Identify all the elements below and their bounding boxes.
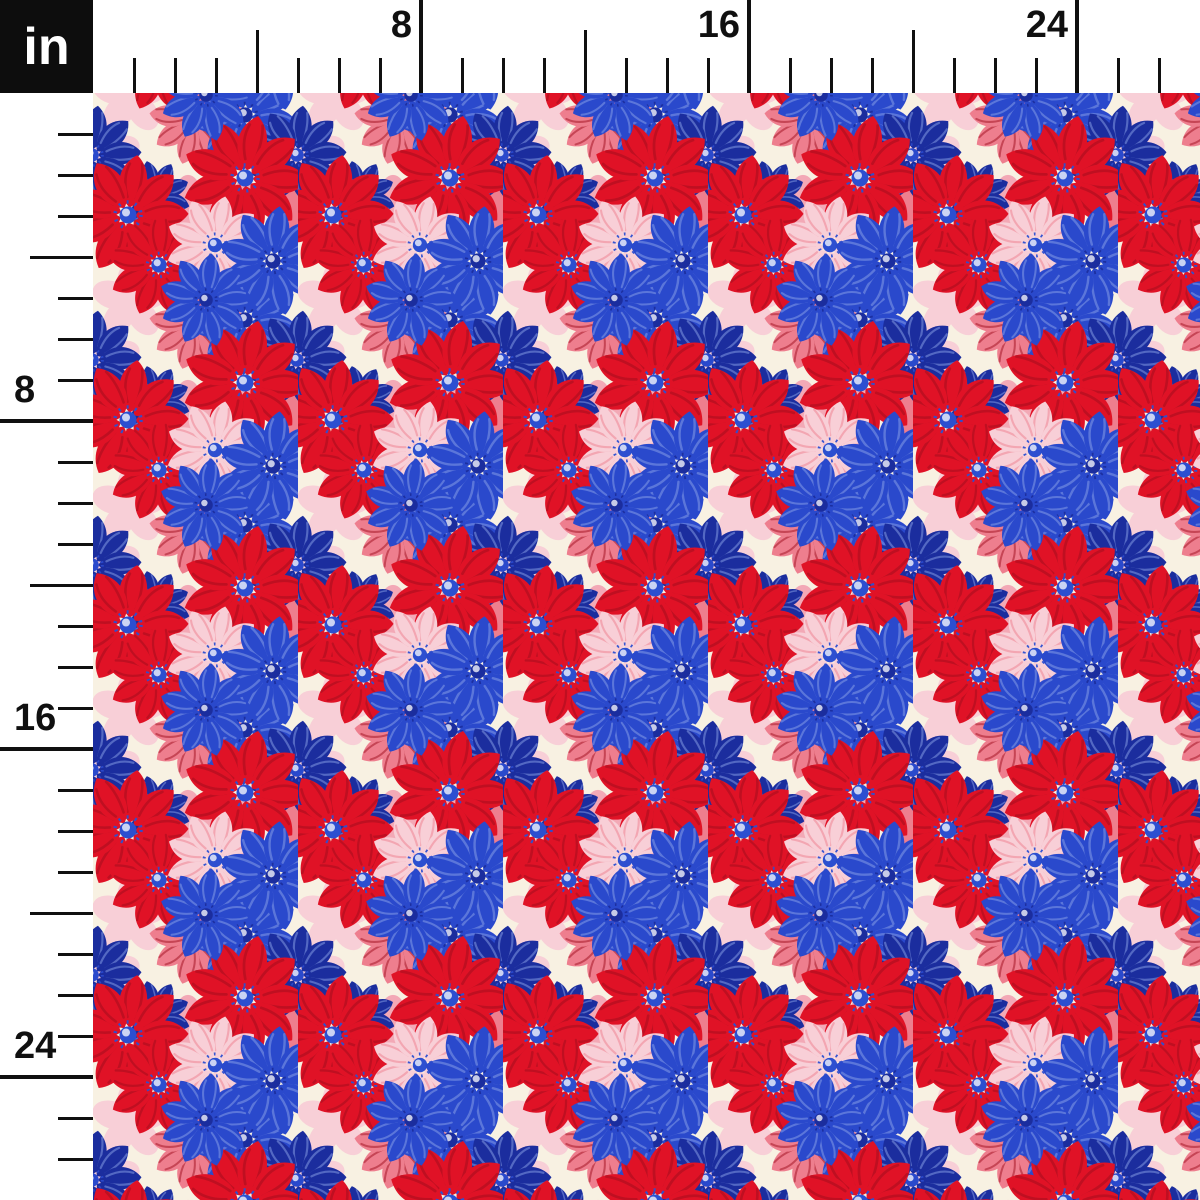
ruler-tick-top-7in bbox=[378, 58, 382, 93]
ruler-tick-top-26in bbox=[1157, 58, 1161, 93]
ruler-tick-top-22in bbox=[993, 58, 997, 93]
ruler-label-left-8: 8 bbox=[14, 369, 36, 411]
ruler-tick-left-6in bbox=[58, 337, 93, 341]
ruler-tick-top-12in bbox=[583, 30, 587, 93]
ruler-tick-top-5in bbox=[296, 58, 300, 93]
ruler-tick-left-24in bbox=[0, 1075, 93, 1079]
ruler-tick-top-14in bbox=[665, 58, 669, 93]
ruler-tick-top-17in bbox=[788, 58, 792, 93]
ruler-tick-left-11in bbox=[58, 542, 93, 546]
ruler-tick-top-1in bbox=[132, 58, 136, 93]
ruler-tick-top-13in bbox=[624, 58, 628, 93]
ruler-tick-left-5in bbox=[58, 296, 93, 300]
ruler-tick-top-6in bbox=[337, 58, 341, 93]
ruler-tick-top-3in bbox=[214, 58, 218, 93]
ruler-tick-left-25in bbox=[58, 1116, 93, 1120]
ruler-tick-top-9in bbox=[460, 58, 464, 93]
ruler-tick-left-16in bbox=[0, 747, 93, 751]
ruler-tick-top-21in bbox=[952, 58, 956, 93]
ruler-tick-top-18in bbox=[829, 58, 833, 93]
ruler-tick-left-20in bbox=[30, 911, 93, 915]
ruler-tick-left-22in bbox=[58, 993, 93, 997]
ruler-tick-left-4in bbox=[30, 255, 93, 259]
ruler-tick-left-23in bbox=[58, 1034, 93, 1038]
ruler-tick-top-16in bbox=[747, 0, 751, 93]
ruler-tick-left-17in bbox=[58, 788, 93, 792]
ruler-label-top-16: 16 bbox=[697, 4, 740, 46]
ruler-tick-top-23in bbox=[1034, 58, 1038, 93]
ruler-tick-left-10in bbox=[58, 501, 93, 505]
ruler-tick-left-14in bbox=[58, 665, 93, 669]
ruler-tick-left-8in bbox=[0, 419, 93, 423]
ruler-tick-left-26in bbox=[58, 1157, 93, 1161]
fabric-pattern-fill bbox=[93, 93, 1200, 1200]
ruler-tick-top-10in bbox=[501, 58, 505, 93]
ruler-tick-left-7in bbox=[58, 378, 93, 382]
ruler-tick-left-15in bbox=[58, 706, 93, 710]
ruler-tick-left-9in bbox=[58, 460, 93, 464]
ruler-tick-left-3in bbox=[58, 214, 93, 218]
ruler-tick-left-2in bbox=[58, 173, 93, 177]
ruler-tick-left-19in bbox=[58, 870, 93, 874]
ruler-tick-top-4in bbox=[255, 30, 259, 93]
ruler-tick-top-25in bbox=[1116, 58, 1120, 93]
fabric-swatch bbox=[93, 93, 1200, 1200]
ruler-tick-left-13in bbox=[58, 624, 93, 628]
ruler-tick-left-21in bbox=[58, 952, 93, 956]
ruler-tick-top-2in bbox=[173, 58, 177, 93]
ruler-tick-top-15in bbox=[706, 58, 710, 93]
ruler-label-left-16: 16 bbox=[14, 697, 57, 739]
ruler-tick-top-19in bbox=[870, 58, 874, 93]
ruler-label-top-8: 8 bbox=[390, 4, 412, 46]
ruler-tick-top-11in bbox=[542, 58, 546, 93]
ruler-tick-top-24in bbox=[1075, 0, 1079, 93]
ruler-label-top-24: 24 bbox=[1025, 4, 1068, 46]
ruler-tick-left-18in bbox=[58, 829, 93, 833]
ruler-tick-left-12in bbox=[30, 583, 93, 587]
ruler-label-left-24: 24 bbox=[14, 1025, 57, 1067]
ruler-tick-top-20in bbox=[911, 30, 915, 93]
unit-badge: in bbox=[0, 0, 93, 93]
ruler-tick-left-1in bbox=[58, 132, 93, 136]
unit-label: in bbox=[23, 17, 70, 76]
ruler-tick-top-8in bbox=[419, 0, 423, 93]
